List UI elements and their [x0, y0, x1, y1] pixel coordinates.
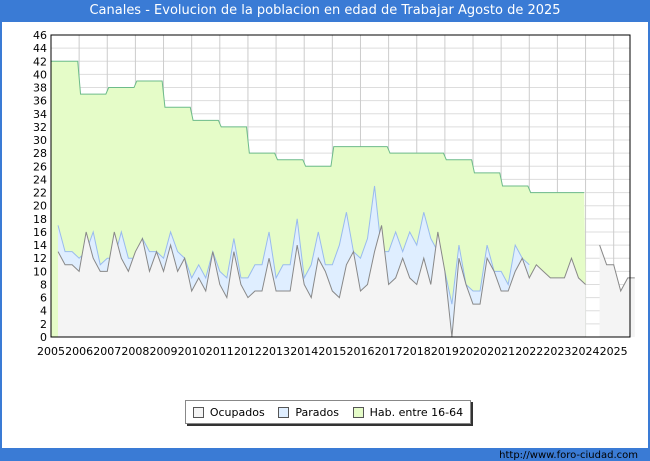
legend-swatch: [278, 407, 289, 418]
legend-item-ocupados: Ocupados: [193, 406, 265, 419]
legend-label: Parados: [295, 406, 339, 419]
y-tick-label: 16: [33, 226, 47, 239]
footer-url: http://www.foro-ciudad.com: [499, 450, 638, 461]
x-tick-label: 2023: [543, 345, 571, 358]
x-tick-label: 2014: [290, 345, 318, 358]
y-tick-label: 22: [33, 187, 47, 200]
x-tick-label: 2008: [121, 345, 149, 358]
y-tick-label: 30: [33, 134, 47, 147]
y-tick-label: 10: [33, 265, 47, 278]
y-tick-label: 42: [33, 55, 47, 68]
x-tick-label: 2024: [572, 345, 600, 358]
x-tick-label: 2009: [150, 345, 178, 358]
x-tick-label: 2005: [37, 345, 65, 358]
x-tick-label: 2022: [515, 345, 543, 358]
y-tick-label: 18: [33, 213, 47, 226]
y-tick-label: 38: [33, 82, 47, 95]
y-tick-label: 46: [33, 29, 47, 42]
y-tick-label: 36: [33, 95, 47, 108]
x-tick-label: 2006: [65, 345, 93, 358]
x-tick-label: 2017: [375, 345, 403, 358]
y-tick-label: 24: [33, 173, 47, 186]
legend-item-parados: Parados: [278, 406, 339, 419]
legend-item-hab: Hab. entre 16-64: [353, 406, 464, 419]
y-tick-label: 26: [33, 160, 47, 173]
y-tick-label: 12: [33, 252, 47, 265]
legend-label: Hab. entre 16-64: [370, 406, 464, 419]
y-tick-label: 40: [33, 68, 47, 81]
y-tick-label: 28: [33, 147, 47, 160]
x-tick-label: 2021: [487, 345, 515, 358]
x-tick-label: 2013: [262, 345, 290, 358]
y-tick-label: 8: [40, 278, 47, 291]
x-tick-label: 2012: [234, 345, 262, 358]
y-tick-label: 2: [40, 318, 47, 331]
x-tick-label: 2011: [206, 345, 234, 358]
legend-swatch: [353, 407, 364, 418]
y-tick-label: 0: [40, 331, 47, 344]
chart-svg: 0246810121416182022242628303234363840424…: [2, 22, 648, 448]
y-tick-label: 6: [40, 292, 47, 305]
y-tick-label: 4: [40, 305, 47, 318]
x-tick-label: 2025: [600, 345, 628, 358]
y-tick-label: 32: [33, 121, 47, 134]
y-tick-label: 14: [33, 239, 47, 252]
x-tick-label: 2020: [459, 345, 487, 358]
y-tick-label: 20: [33, 200, 47, 213]
x-tick-label: 2018: [403, 345, 431, 358]
y-tick-label: 44: [33, 42, 47, 55]
legend-label: Ocupados: [210, 406, 265, 419]
x-tick-label: 2016: [346, 345, 374, 358]
legend: Ocupados Parados Hab. entre 16-64: [185, 400, 471, 424]
chart-title: Canales - Evolucion de la poblacion en e…: [0, 0, 650, 22]
legend-swatch: [193, 407, 204, 418]
x-tick-label: 2015: [318, 345, 346, 358]
x-tick-label: 2019: [431, 345, 459, 358]
x-tick-label: 2007: [93, 345, 121, 358]
y-tick-label: 34: [33, 108, 47, 121]
x-tick-label: 2010: [178, 345, 206, 358]
